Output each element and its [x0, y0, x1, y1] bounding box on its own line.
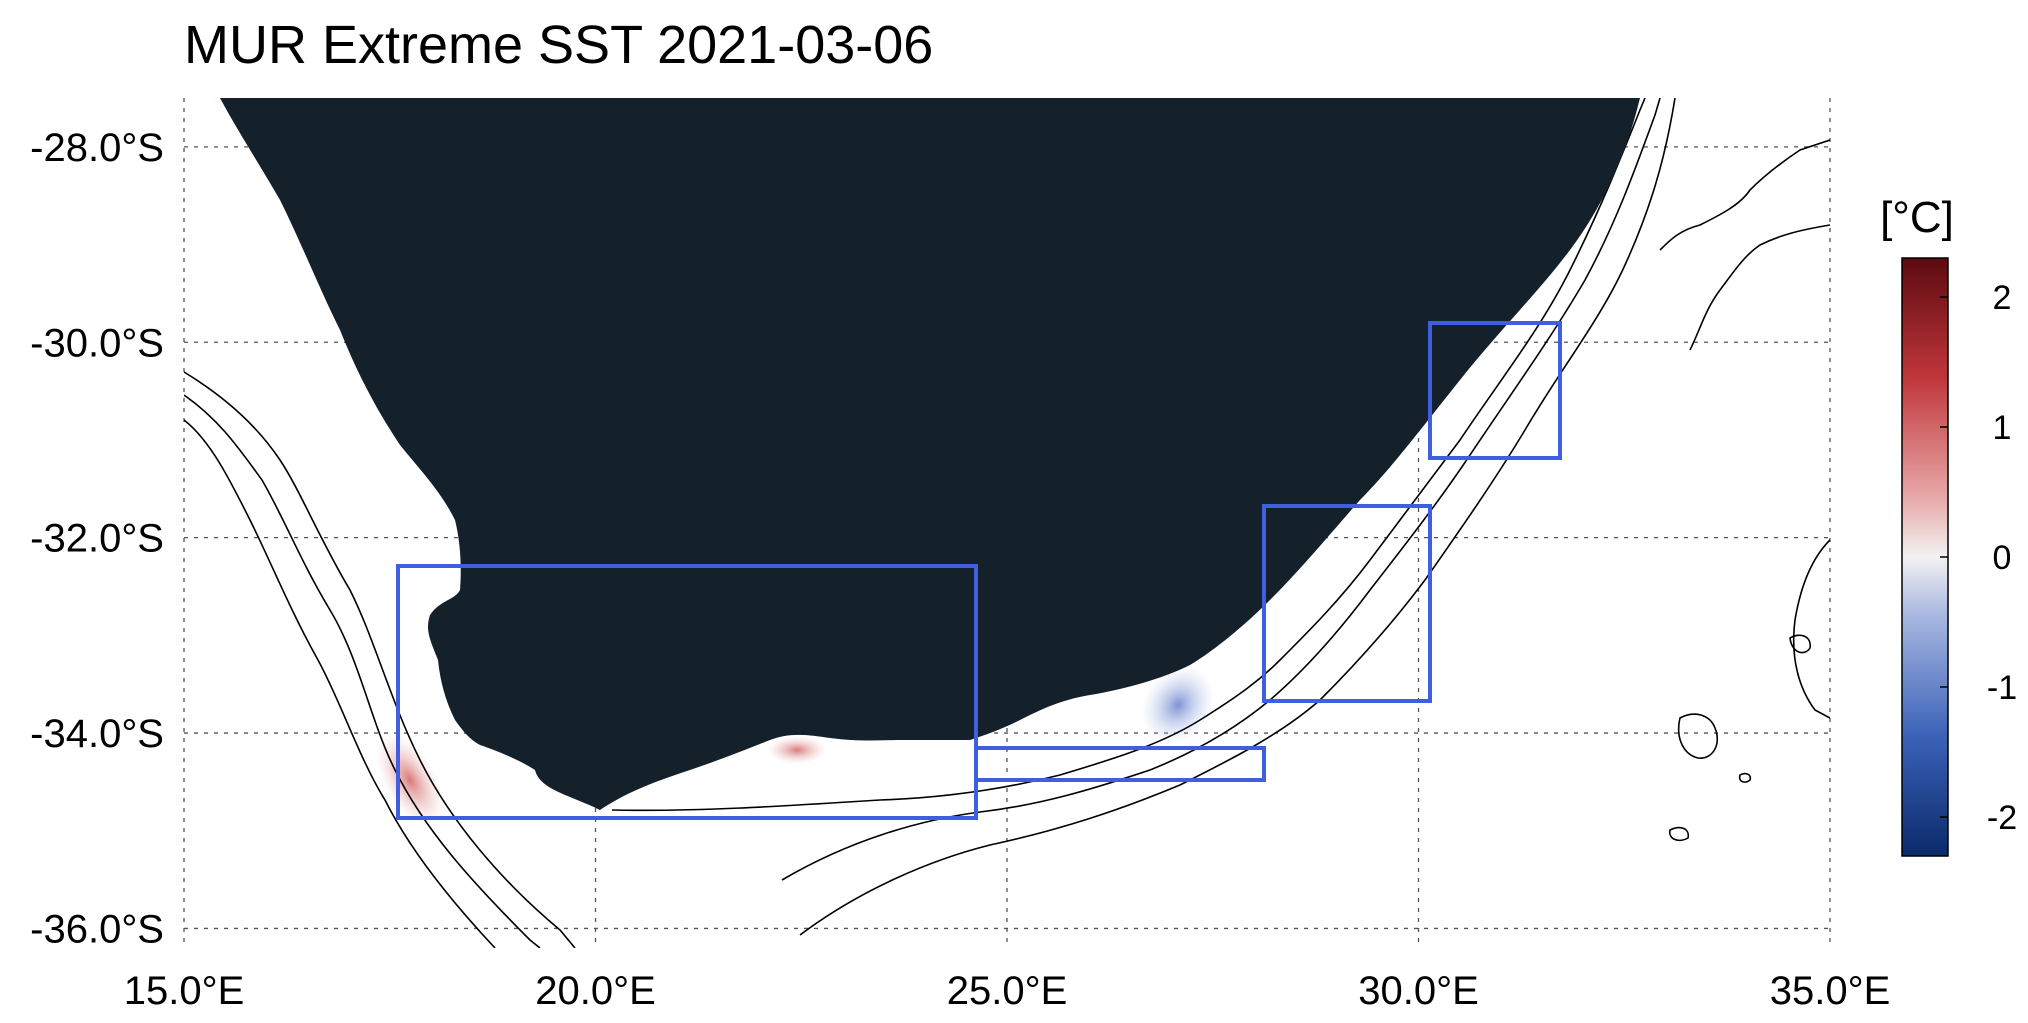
bathymetry-contours [184, 98, 1830, 948]
lat-tick-label: -28.0°S [30, 126, 164, 170]
region-box-east-coast-north [1428, 321, 1562, 460]
colorbar-ticks: 2 1 0 -1 -2 [1940, 279, 2017, 837]
colorbar-tick-label: 1 [1993, 409, 2012, 447]
analysis-region-boxes [396, 321, 1562, 820]
colorbar-tick-label: -1 [1987, 669, 2017, 707]
region-box-east-coast-south [1262, 504, 1432, 703]
region-box-south-coast [974, 746, 1266, 782]
lat-tick-label: -30.0°S [30, 321, 164, 365]
cold-anomaly-east-coast [1141, 665, 1215, 745]
colorbar-tick-label: 2 [1993, 279, 2012, 317]
colorbar: [°C] 2 1 0 -1 -2 [1880, 193, 2017, 857]
colorbar-label: [°C] [1880, 193, 1954, 242]
lat-tick-label: -36.0°S [30, 907, 164, 951]
lon-tick-label: 30.0°E [1358, 969, 1479, 1013]
southern-africa-landmass [220, 98, 1640, 810]
latitude-tick-labels: -28.0°S -30.0°S -32.0°S -34.0°S -36.0°S [30, 126, 164, 952]
colorbar-tick-label: -2 [1987, 799, 2017, 837]
lon-tick-label: 35.0°E [1770, 969, 1891, 1013]
lon-tick-label: 20.0°E [535, 969, 656, 1013]
lat-tick-label: -34.0°S [30, 712, 164, 756]
region-box-west-coast [396, 564, 978, 820]
warm-anomaly-south-coast [767, 736, 827, 764]
longitude-tick-labels: 15.0°E 20.0°E 25.0°E 30.0°E 35.0°E [124, 969, 1891, 1013]
lon-tick-label: 25.0°E [947, 969, 1068, 1013]
lat-tick-label: -32.0°S [30, 517, 164, 561]
lon-tick-label: 15.0°E [124, 969, 245, 1013]
colorbar-tick-label: 0 [1993, 539, 2012, 577]
map-title: MUR Extreme SST 2021-03-06 [184, 15, 934, 75]
warm-anomaly-west-coast [375, 733, 445, 827]
